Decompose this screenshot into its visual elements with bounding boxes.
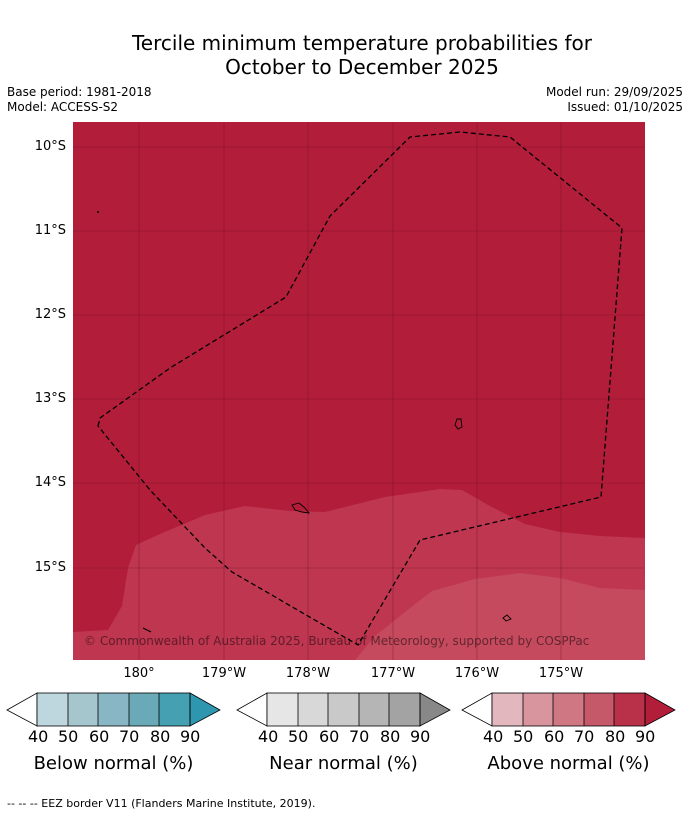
above-low-extend: [461, 692, 493, 727]
lat-label-14s: 14°S: [34, 475, 66, 490]
island-small-southwest: [142, 627, 152, 633]
above-tick-40: 40: [483, 727, 504, 746]
lon-label-180: 180°: [123, 666, 155, 681]
near-high-extend: [419, 692, 451, 727]
meta-right: Model run: 29/09/2025 Issued: 01/10/2025: [546, 85, 683, 115]
near-tick-60: 60: [319, 727, 340, 746]
issued-date: Issued: 01/10/2025: [567, 100, 683, 114]
above-60: [553, 693, 584, 726]
base-period: Base period: 1981-2018: [7, 85, 152, 99]
below-tick-50: 50: [58, 727, 79, 746]
title-line-2: October to December 2025: [225, 55, 499, 79]
lat-label-13s: 13°S: [34, 391, 66, 406]
above-tick-60: 60: [544, 727, 565, 746]
near-tick-70: 70: [349, 727, 370, 746]
map-title: Tercile minimum temperature probabilitie…: [0, 31, 690, 79]
title-line-1: Tercile minimum temperature probabilitie…: [131, 31, 593, 55]
lat-label-10s: 10°S: [34, 139, 66, 154]
below-70: [129, 693, 159, 726]
near-tick-90: 90: [410, 727, 431, 746]
above-tick-80: 80: [605, 727, 626, 746]
near-tick-40: 40: [258, 727, 279, 746]
below-high-extend: [189, 692, 221, 727]
colorbar-below: [6, 692, 221, 727]
above-tick-50: 50: [513, 727, 534, 746]
lon-label-175w: 175°W: [538, 666, 584, 681]
near-40: [267, 693, 298, 726]
near-low-extend: [236, 692, 268, 727]
lon-label-179w: 179°W: [201, 666, 247, 681]
lon-label-178w: 178°W: [285, 666, 331, 681]
near-tick-80: 80: [380, 727, 401, 746]
above-tick-70: 70: [574, 727, 595, 746]
island-futuna: [291, 502, 311, 514]
eez-border: [97, 131, 623, 646]
above-70: [584, 693, 614, 726]
below-low-extend: [6, 692, 38, 727]
near-50: [298, 693, 328, 726]
lon-label-176w: 176°W: [454, 666, 500, 681]
map-gridlines: [73, 122, 645, 660]
below-tick-80: 80: [150, 727, 171, 746]
near-tick-50: 50: [288, 727, 309, 746]
lon-label-177w: 177°W: [370, 666, 416, 681]
colorbar-above: [461, 692, 676, 727]
above-normal-title: Above normal (%): [487, 753, 650, 774]
colorbar-near: [236, 692, 451, 727]
below-tick-70: 70: [119, 727, 140, 746]
lat-label-11s: 11°S: [34, 223, 66, 238]
below-80: [159, 693, 190, 726]
below-50: [68, 693, 98, 726]
lat-label-15s: 15°S: [34, 560, 66, 575]
model-run: Model run: 29/09/2025: [545, 85, 683, 99]
below-40: [37, 693, 68, 726]
above-70-zone: [355, 573, 645, 660]
lat-label-12s: 12°S: [34, 307, 66, 322]
below-tick-60: 60: [89, 727, 110, 746]
island-small-east: [502, 614, 512, 622]
island-wallis: [454, 418, 463, 430]
meta-left: Base period: 1981-2018 Model: ACCESS-S2: [7, 85, 152, 115]
above-tick-90: 90: [635, 727, 656, 746]
near-80: [389, 693, 420, 726]
copyright-text: © Commonwealth of Australia 2025, Bureau…: [84, 634, 589, 648]
above-80: [614, 693, 645, 726]
above-40: [492, 693, 523, 726]
near-70: [359, 693, 389, 726]
below-60: [98, 693, 129, 726]
near-60: [328, 693, 359, 726]
above-50: [523, 693, 553, 726]
model-name: Model: ACCESS-S2: [7, 100, 119, 114]
below-tick-90: 90: [180, 727, 201, 746]
near-normal-title: Near normal (%): [269, 753, 418, 774]
above-high-extend: [644, 692, 676, 727]
island-small-northwest: [97, 211, 99, 213]
below-normal-title: Below normal (%): [33, 753, 194, 774]
eez-footnote: -- -- -- EEZ border V11 (Flanders Marine…: [7, 797, 316, 810]
below-tick-40: 40: [28, 727, 49, 746]
